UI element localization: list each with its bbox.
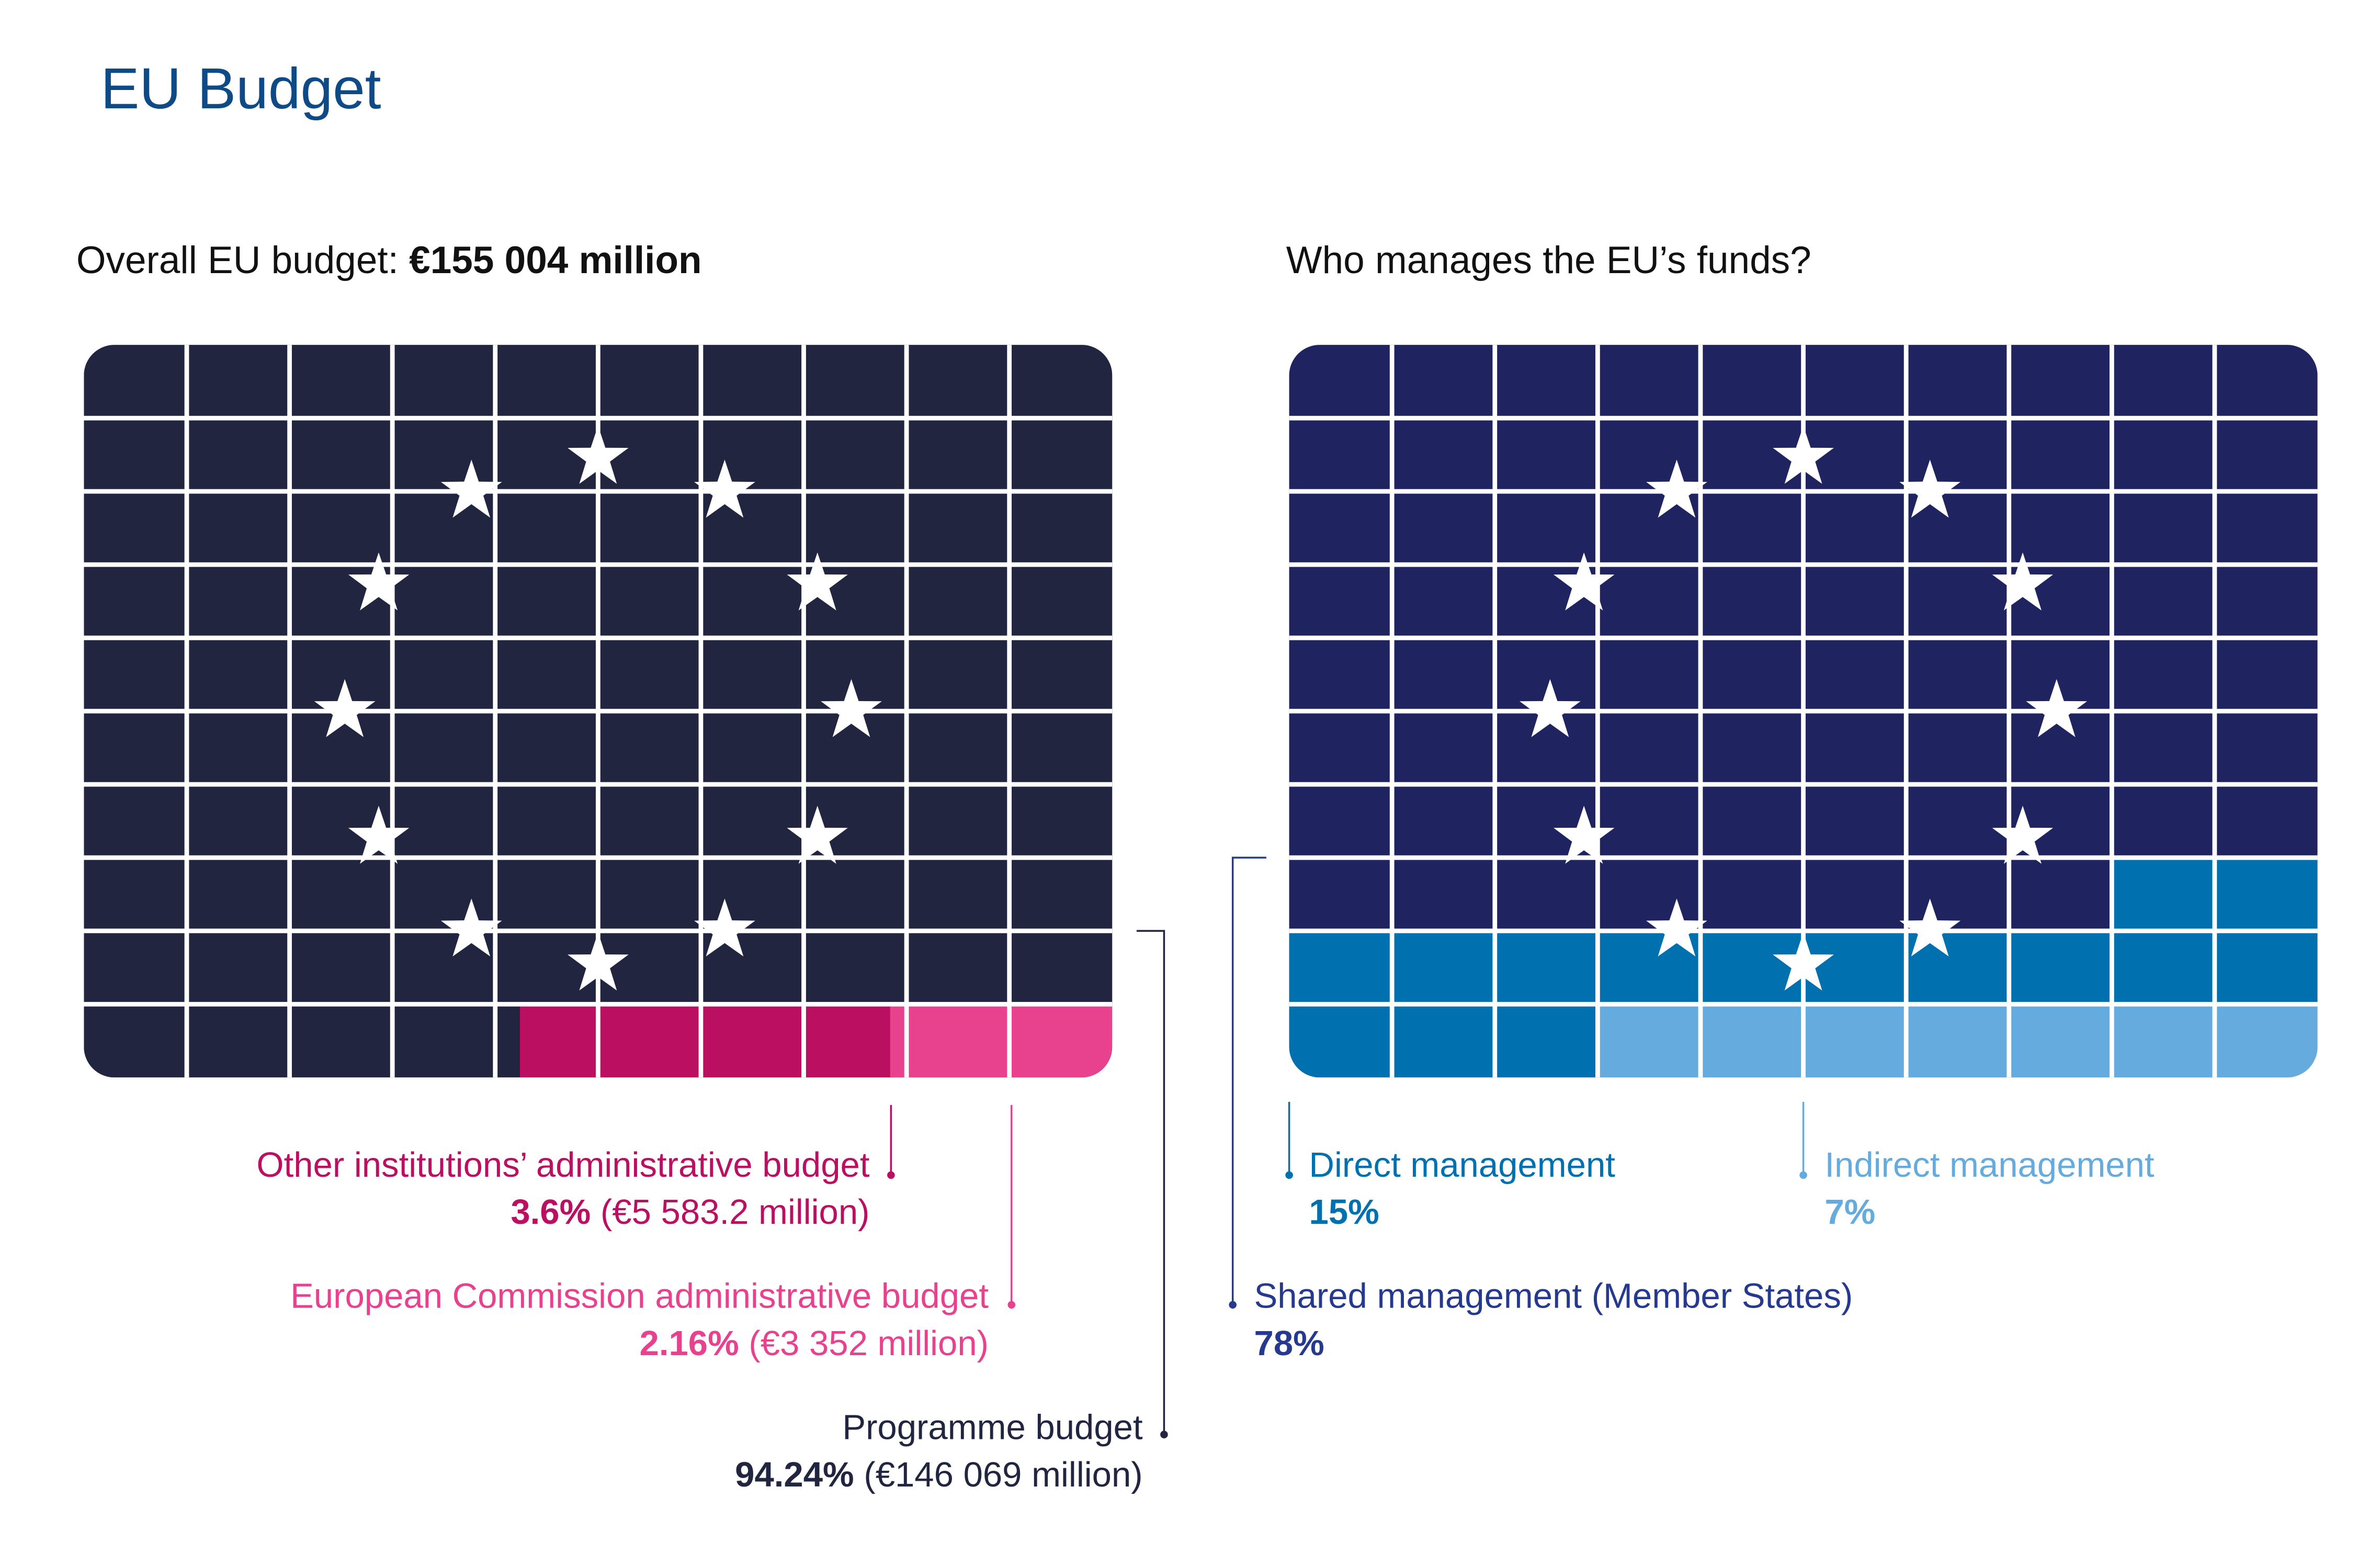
- commission-leader-dot: [1007, 1301, 1016, 1309]
- label-programme: Programme budget 94.24% (€146 069 millio…: [735, 1404, 1142, 1499]
- label-pct: 7%: [1824, 1191, 1876, 1232]
- label-name: Programme budget: [842, 1407, 1143, 1447]
- left-title-value: €155 004 million: [409, 239, 702, 283]
- label-other-institutions: Other institutions’ administrative budge…: [256, 1142, 869, 1236]
- star-icon: [1554, 806, 1615, 864]
- waffle-1: [1289, 345, 2318, 1078]
- star-icon: [1646, 898, 1707, 956]
- star-icon: [1899, 898, 1960, 956]
- star-icon: [1646, 459, 1707, 518]
- star-icon: [440, 898, 502, 956]
- label-direct: Direct management 15%: [1309, 1142, 1615, 1236]
- star-icon: [314, 679, 376, 737]
- star-icon: [1520, 679, 1581, 737]
- star-icon: [1899, 459, 1960, 518]
- label-name: Other institutions’ administrative budge…: [256, 1144, 870, 1185]
- waffle-segment-other-institutions-administrative-budget: [519, 1004, 890, 1078]
- label-pct: 2.16%: [639, 1323, 739, 1363]
- star-icon: [821, 679, 882, 737]
- waffle-segment-programme-budget: [84, 1004, 520, 1078]
- waffle-segment-direct-management: [1289, 1004, 1598, 1078]
- star-icon: [348, 552, 410, 611]
- waffle-segment-european-commission-administrative-budget: [890, 1004, 1113, 1078]
- shared-leader-line: [1231, 857, 1266, 1305]
- star-icon: [568, 932, 629, 990]
- right-chart-title: Who manages the EU’s funds?: [1286, 239, 1811, 283]
- left-title-prefix: Overall EU budget:: [76, 239, 410, 283]
- star-icon: [1992, 806, 2054, 864]
- programme-leader-dot: [1160, 1431, 1168, 1438]
- label-pct: 3.6%: [511, 1191, 591, 1232]
- star-icon: [1773, 425, 1834, 484]
- indirect-leader-dot: [1799, 1171, 1807, 1179]
- waffle-0: [84, 345, 1113, 1078]
- label-indirect: Indirect management 7%: [1824, 1142, 2154, 1236]
- label-amount: (€146 069 million): [864, 1454, 1143, 1494]
- star-icon: [1773, 932, 1834, 990]
- direct-leader-dot: [1285, 1171, 1293, 1179]
- star-icon: [348, 806, 410, 864]
- star-icon: [1554, 552, 1615, 611]
- star-icon: [2026, 679, 2088, 737]
- star-icon: [787, 552, 848, 611]
- label-name: Shared management (Member States): [1254, 1276, 1853, 1316]
- shared-leader-dot: [1229, 1301, 1237, 1309]
- star-icon: [694, 459, 755, 518]
- star-icon: [568, 425, 629, 484]
- waffle-segment-indirect-management: [1597, 1004, 2318, 1078]
- star-icon: [787, 806, 848, 864]
- other-institutions-leader-dot: [887, 1171, 895, 1179]
- label-name: Direct management: [1309, 1144, 1615, 1185]
- programme-leader-line: [1136, 930, 1165, 1435]
- page-title: EU Budget: [100, 58, 381, 122]
- label-shared: Shared management (Member States) 78%: [1254, 1273, 1853, 1368]
- label-amount: (€3 352 million): [749, 1323, 989, 1363]
- star-icon: [694, 898, 755, 956]
- label-pct: 94.24%: [735, 1454, 854, 1494]
- star-icon: [1992, 552, 2054, 611]
- label-amount: (€5 583.2 million): [600, 1191, 870, 1232]
- label-pct: 78%: [1254, 1323, 1324, 1363]
- label-pct: 15%: [1309, 1191, 1379, 1232]
- label-name: European Commission administrative budge…: [290, 1276, 989, 1316]
- left-chart-title: Overall EU budget: €155 004 million: [76, 240, 702, 284]
- label-commission: European Commission administrative budge…: [290, 1273, 989, 1368]
- label-name: Indirect management: [1824, 1144, 2155, 1185]
- star-icon: [440, 459, 502, 518]
